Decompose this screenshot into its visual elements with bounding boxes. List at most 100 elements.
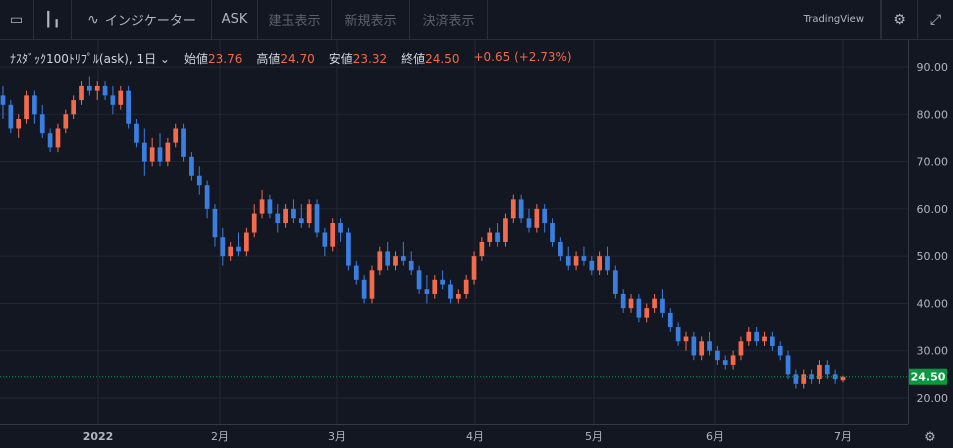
- candle: [79, 81, 84, 105]
- candle: [754, 327, 759, 346]
- candle: [479, 237, 485, 261]
- fullscreen-button[interactable]: ⤢: [917, 0, 953, 40]
- candle: [408, 251, 414, 276]
- candle: [738, 336, 744, 361]
- candle: [102, 81, 108, 101]
- candle: [471, 251, 477, 285]
- candle: [330, 218, 336, 252]
- indicator-label: インジケーター: [104, 14, 196, 29]
- new-display-button[interactable]: 新規表示: [332, 0, 410, 40]
- indicator-button[interactable]: ∿ インジケーター: [72, 0, 212, 40]
- layout-button[interactable]: ▭: [0, 0, 34, 40]
- candle: [118, 85, 124, 110]
- candle: [110, 85, 116, 115]
- candle: [487, 227, 493, 247]
- candle: [16, 114, 22, 138]
- position-display-button[interactable]: 建玉表示: [258, 0, 332, 40]
- candle: [636, 293, 642, 323]
- candle: [8, 100, 14, 134]
- candle: [32, 90, 37, 124]
- candle: [597, 251, 602, 276]
- candle: [620, 289, 626, 313]
- candle: [722, 355, 728, 370]
- price-axis[interactable]: [908, 40, 953, 424]
- candle: [550, 218, 555, 247]
- candle: [699, 336, 705, 361]
- candle: [55, 123, 61, 153]
- candlestick-icon: ┃╻: [44, 11, 61, 28]
- candle: [24, 90, 29, 124]
- candle: [236, 232, 241, 257]
- chart-type-button[interactable]: ┃╻: [34, 0, 72, 40]
- new-display-label: 新規表示: [344, 14, 397, 29]
- candle: [785, 350, 791, 380]
- candle: [196, 166, 202, 195]
- candle: [660, 289, 665, 318]
- symbol-selector[interactable]: ﾅｽﾀﾞｯｸ100ﾄﾘﾌﾟﾙ(ask), 1日 ⌄: [10, 50, 170, 67]
- candle: [244, 227, 249, 257]
- candle: [432, 275, 438, 299]
- chevron-down-icon: ⌄: [159, 52, 170, 66]
- candle: [534, 204, 540, 233]
- candle: [440, 270, 445, 290]
- settings-button[interactable]: ⚙: [881, 0, 917, 40]
- candle: [495, 223, 500, 247]
- candle: [393, 251, 398, 271]
- candle: [204, 180, 210, 219]
- candle: [212, 204, 218, 247]
- candle: [573, 251, 579, 271]
- candle: [291, 199, 296, 224]
- candle: [298, 204, 304, 228]
- candle: [63, 109, 69, 134]
- chart-toolbar: ▭ ┃╻ ∿ インジケーター ASK 建玉表示 新規表示 決済表示 Tradin…: [0, 0, 953, 40]
- candle: [220, 227, 226, 266]
- settlement-display-button[interactable]: 決済表示: [410, 0, 488, 40]
- symbol-label: ﾅｽﾀﾞｯｸ100ﾄﾘﾌﾟﾙ(ask), 1日: [10, 52, 157, 66]
- candle: [730, 350, 736, 370]
- ask-label: ASK: [221, 12, 248, 27]
- candle: [840, 375, 846, 383]
- candle: [463, 275, 469, 299]
- time-axis[interactable]: [0, 424, 908, 448]
- gear-icon: ⚙: [893, 11, 906, 28]
- candle: [526, 208, 532, 233]
- candle: [510, 194, 516, 224]
- high-value: 高値24.70: [256, 52, 315, 66]
- candle: [667, 308, 673, 332]
- candle: [141, 128, 147, 176]
- candle: [416, 265, 422, 294]
- candle: [39, 104, 45, 138]
- candle: [644, 303, 650, 323]
- candle: [149, 137, 155, 167]
- candle: [503, 213, 508, 247]
- candle: [746, 327, 752, 346]
- candle: [87, 76, 92, 96]
- layout-icon: ▭: [9, 11, 24, 28]
- position-display-label: 建玉表示: [268, 14, 321, 29]
- indicator-icon: ∿: [87, 11, 99, 28]
- candle: [769, 331, 775, 351]
- candle: [165, 137, 171, 167]
- candle: [762, 331, 767, 346]
- candle: [338, 218, 343, 242]
- candle: [542, 204, 548, 233]
- change-value: +0.65 (+2.73%): [473, 50, 572, 64]
- candle: [385, 241, 391, 271]
- candle: [809, 369, 814, 384]
- candle: [628, 293, 634, 313]
- candle: [275, 204, 281, 233]
- candle: [455, 289, 461, 304]
- candle: [189, 152, 194, 181]
- candle: [691, 331, 697, 361]
- candle: [126, 85, 131, 129]
- candle: [94, 81, 100, 101]
- candle: [47, 128, 53, 153]
- ask-button[interactable]: ASK: [212, 0, 258, 40]
- candle: [832, 369, 838, 384]
- axis-settings-gear-icon[interactable]: ⚙: [924, 430, 936, 445]
- candle: [565, 246, 571, 271]
- candle: [353, 260, 359, 285]
- candle: [283, 204, 288, 228]
- candle: [173, 123, 179, 148]
